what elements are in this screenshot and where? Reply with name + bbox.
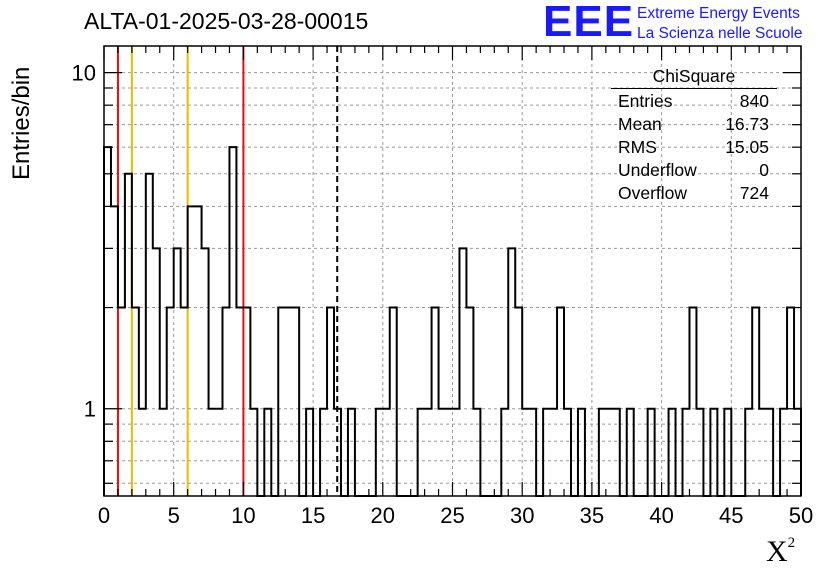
histogram-series bbox=[103, 146, 802, 497]
logo-line-2: La Scienza nelle Scuole bbox=[637, 25, 803, 42]
y-axis-label: Entries/bin bbox=[8, 66, 35, 180]
x-tick-label: 5 bbox=[168, 503, 180, 528]
tick-labels: 0 5 10 15 20 25 30 35 40 45 50 1 10 bbox=[72, 61, 814, 528]
stats-box-name: ChiSquare bbox=[611, 66, 777, 89]
x-tick-label: 25 bbox=[440, 503, 464, 528]
x-tick-label: 30 bbox=[510, 503, 534, 528]
y-tick-label: 10 bbox=[72, 61, 96, 86]
axes bbox=[103, 45, 802, 497]
grid bbox=[104, 46, 801, 496]
eee-logo: EEE bbox=[543, 0, 635, 46]
x-tick-label: 0 bbox=[98, 503, 110, 528]
x-tick-label: 45 bbox=[719, 503, 743, 528]
stats-box: ChiSquare Entries 840 Mean 16.73 RMS 15.05 … bbox=[611, 66, 777, 205]
y-tick-label: 1 bbox=[84, 397, 96, 422]
stats-row-underflow: Underflow 0 bbox=[618, 160, 769, 180]
logo-line-1: Extreme Energy Events bbox=[637, 5, 800, 22]
stats-row-entries: Entries 840 bbox=[618, 91, 769, 111]
x-tick-label: 20 bbox=[371, 503, 395, 528]
x-tick-label: 35 bbox=[580, 503, 604, 528]
x-tick-label: 50 bbox=[789, 503, 813, 528]
x-axis-label: X2 bbox=[766, 535, 796, 568]
histogram-line bbox=[103, 146, 802, 497]
stats-row-mean: Mean 16.73 bbox=[618, 114, 769, 134]
x-tick-label: 40 bbox=[649, 503, 673, 528]
stats-row-overflow: Overflow 724 bbox=[618, 183, 769, 203]
x-tick-label: 10 bbox=[231, 503, 255, 528]
chart-title: ALTA-01-2025-03-28-00015 bbox=[84, 8, 369, 34]
x-tick-label: 15 bbox=[301, 503, 325, 528]
marker-lines bbox=[116, 46, 339, 496]
stats-row-rms: RMS 15.05 bbox=[618, 137, 769, 157]
